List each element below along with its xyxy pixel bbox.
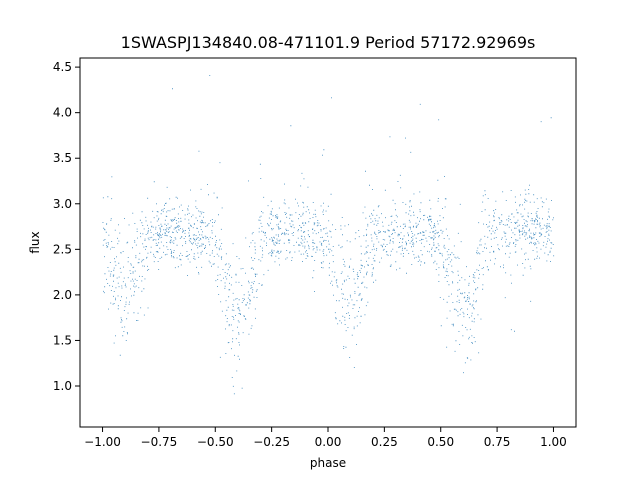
y-tick-label: 1.5 — [53, 333, 72, 347]
x-axis-label: phase — [310, 456, 346, 470]
x-tick-label: 0.25 — [371, 435, 398, 449]
y-axis-label: flux — [28, 231, 42, 253]
x-tick-label: −0.75 — [141, 435, 178, 449]
y-tick-label: 1.0 — [53, 379, 72, 393]
y-axis-ticks: 1.0 1.5 2.0 2.5 3.0 3.5 4.0 4.5 — [53, 60, 80, 393]
x-tick-label: −0.50 — [197, 435, 234, 449]
y-tick-label: 4.5 — [53, 60, 72, 74]
y-tick-label: 3.5 — [53, 151, 72, 165]
y-tick-label: 2.5 — [53, 242, 72, 256]
x-tick-label: 0.50 — [427, 435, 454, 449]
plot-area — [80, 58, 576, 427]
x-axis-ticks: −1.00 −0.75 −0.50 −0.25 0.00 0.25 0.50 0.75 1.00 — [84, 427, 567, 449]
y-tick-label: 4.0 — [53, 106, 72, 120]
x-tick-label: 0.75 — [484, 435, 511, 449]
chart-title: 1SWASPJ134840.08-471101.9 Period 57172.9… — [121, 33, 536, 52]
x-tick-label: 1.00 — [540, 435, 567, 449]
x-tick-label: −1.00 — [84, 435, 121, 449]
y-tick-label: 2.0 — [53, 288, 72, 302]
x-tick-label: 0.00 — [315, 435, 342, 449]
y-tick-label: 3.0 — [53, 197, 72, 211]
x-tick-label: −0.25 — [253, 435, 290, 449]
